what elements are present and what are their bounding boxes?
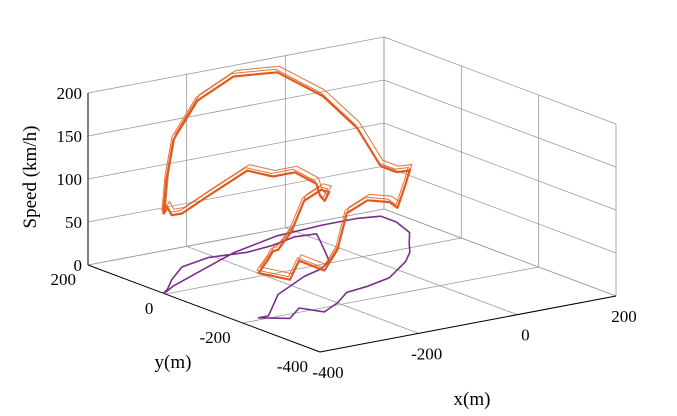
side-wall-grid-z — [383, 79, 617, 168]
speed-trace-lap-3 — [164, 65, 413, 275]
y-tick-label: 0 — [145, 299, 154, 318]
back-wall-grid-z — [87, 122, 385, 180]
floor-grid-x — [285, 227, 518, 316]
back-wall-grid-z — [87, 208, 385, 266]
z-axis-label: Speed (km/h) — [20, 126, 41, 229]
floor-grid-x — [186, 245, 419, 334]
y-tick-label: -200 — [199, 328, 230, 347]
grid-lines — [87, 36, 617, 353]
speed-trace-lap-2 — [161, 68, 409, 278]
z-tick-label: 0 — [74, 256, 83, 275]
axes — [87, 93, 617, 353]
x-tick-label: 200 — [611, 307, 637, 326]
back-wall-grid-z — [87, 79, 385, 137]
z-tick-label: 50 — [65, 213, 82, 232]
track-projection-line — [162, 215, 411, 320]
y-tick-label: 200 — [51, 270, 77, 289]
back-wall-grid-z — [87, 36, 385, 94]
side-wall-grid-z — [383, 122, 617, 211]
back-wall-grid-z — [87, 165, 385, 223]
side-wall-grid-z — [383, 208, 617, 297]
side-wall-grid-z — [383, 36, 617, 125]
z-tick-label: 100 — [57, 170, 83, 189]
x-tick-label: -400 — [312, 363, 343, 382]
z-tick-label: 150 — [57, 127, 83, 146]
data-layer — [161, 65, 413, 320]
x-axis-label: x(m) — [454, 389, 491, 410]
floor-grid-y — [242, 266, 539, 324]
x-axis-line — [319, 295, 617, 353]
x-tick-label: -200 — [411, 344, 442, 363]
x-tick-label: 0 — [521, 326, 530, 345]
y-axis-line — [87, 264, 321, 353]
y-tick-label: -400 — [277, 357, 308, 376]
y-axis-label: y(m) — [155, 352, 192, 373]
side-wall-grid-z — [383, 165, 617, 254]
z-tick-label: 200 — [57, 84, 83, 103]
speed-trace-line — [162, 71, 411, 281]
